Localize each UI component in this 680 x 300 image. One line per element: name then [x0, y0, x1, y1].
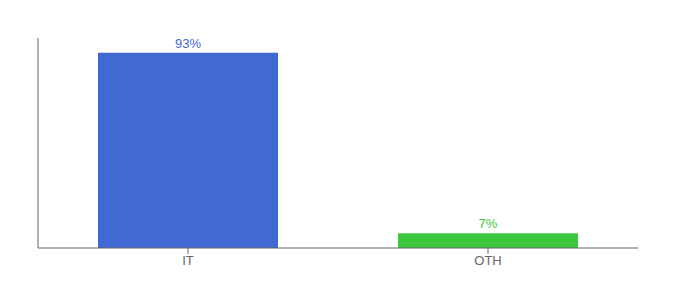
- svg-text:93%: 93%: [175, 36, 201, 51]
- svg-text:OTH: OTH: [474, 253, 501, 268]
- svg-text:IT: IT: [182, 253, 194, 268]
- svg-text:7%: 7%: [479, 216, 498, 231]
